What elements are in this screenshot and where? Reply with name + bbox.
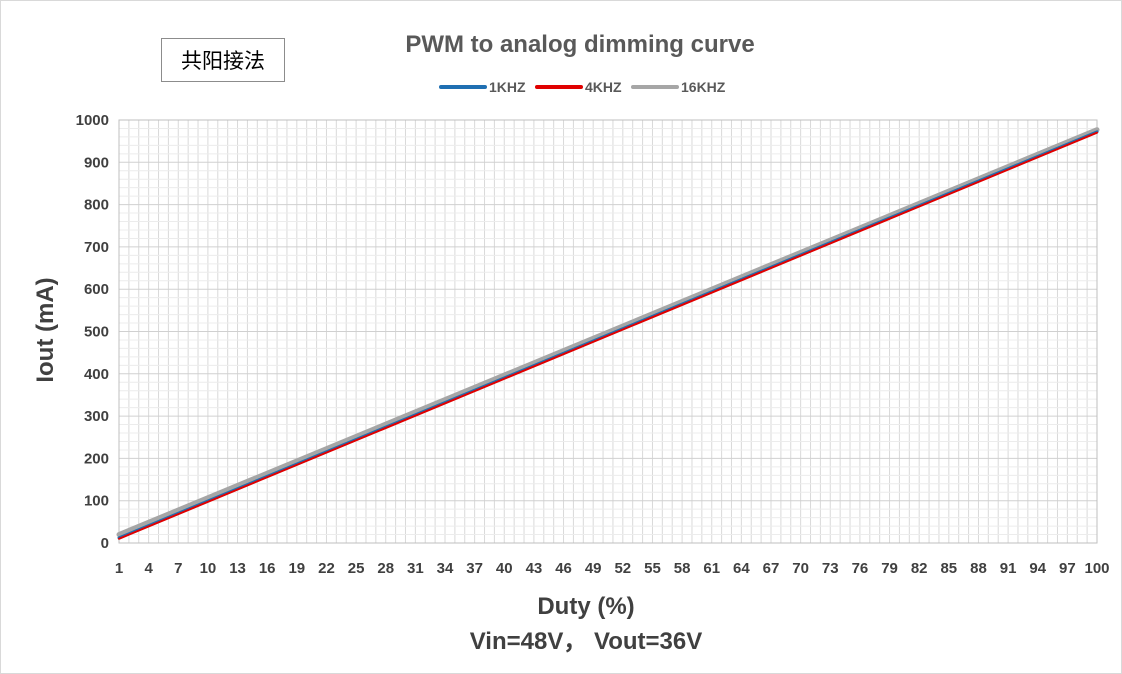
x-tick-label: 43 xyxy=(526,560,543,577)
subtitle: Vin=48V， Vout=36V xyxy=(470,628,703,655)
x-tick-label: 88 xyxy=(970,560,987,577)
x-tick-label: 40 xyxy=(496,560,513,577)
y-tick-label: 600 xyxy=(84,281,109,298)
y-tick-labels: 0 100 200 300 400 500 600 700 800 900 1000 xyxy=(76,112,109,552)
x-tick-label: 37 xyxy=(466,560,483,577)
x-tick-labels: 1 4 7 10 13 16 19 22 25 28 31 34 37 40 43 46 49 52 55 58 61 6… xyxy=(115,560,1110,577)
wiring-note-label: 共阳接法 xyxy=(181,49,265,73)
y-tick-label: 0 xyxy=(101,535,109,552)
wiring-note-box: 共阳接法 xyxy=(161,38,285,82)
x-tick-label: 85 xyxy=(940,560,957,577)
x-tick-label: 7 xyxy=(174,560,182,577)
x-tick-label: 67 xyxy=(763,560,780,577)
y-tick-label: 1000 xyxy=(76,112,109,129)
x-tick-label: 70 xyxy=(792,560,809,577)
x-tick-label: 97 xyxy=(1059,560,1076,577)
chart-title: PWM to analog dimming curve xyxy=(405,31,754,58)
series-layer xyxy=(116,127,1100,540)
x-tick-label: 91 xyxy=(1000,560,1017,577)
legend-label-1khz: 1KHZ xyxy=(489,79,526,95)
legend-label-16khz: 16KHZ xyxy=(681,79,726,95)
legend-label-4khz: 4KHZ xyxy=(585,79,622,95)
x-tick-label: 52 xyxy=(614,560,631,577)
legend: 1KHZ 4KHZ 16KHZ xyxy=(439,79,726,95)
x-tick-label: 19 xyxy=(288,560,305,577)
y-axis-title: Iout (mA) xyxy=(32,277,59,382)
x-tick-label: 58 xyxy=(674,560,691,577)
y-tick-label: 700 xyxy=(84,239,109,256)
x-tick-label: 28 xyxy=(377,560,394,577)
x-tick-label: 31 xyxy=(407,560,424,577)
y-tick-label: 400 xyxy=(84,366,109,383)
series-line-4khz xyxy=(118,131,1098,540)
x-tick-label: 22 xyxy=(318,560,335,577)
x-tick-label: 82 xyxy=(911,560,928,577)
x-tick-label: 79 xyxy=(881,560,898,577)
x-tick-label: 34 xyxy=(437,560,454,577)
plot-border xyxy=(118,119,1098,544)
x-tick-label: 55 xyxy=(644,560,661,577)
x-tick-label: 46 xyxy=(555,560,572,577)
x-tick-label: 73 xyxy=(822,560,839,577)
y-tick-label: 800 xyxy=(84,197,109,214)
grid xyxy=(118,119,1098,544)
x-tick-label: 16 xyxy=(259,560,276,577)
series-line-16khz xyxy=(116,127,1100,538)
x-tick-label: 1 xyxy=(115,560,123,577)
x-tick-label: 64 xyxy=(733,560,750,577)
y-tick-label: 900 xyxy=(84,154,109,171)
x-tick-label: 25 xyxy=(348,560,365,577)
x-tick-label: 49 xyxy=(585,560,602,577)
x-axis-title: Duty (%) xyxy=(537,593,634,620)
x-tick-label: 100 xyxy=(1084,560,1109,577)
x-tick-label: 13 xyxy=(229,560,246,577)
y-tick-label: 200 xyxy=(84,450,109,467)
y-tick-label: 100 xyxy=(84,493,109,510)
y-tick-label: 300 xyxy=(84,408,109,425)
x-tick-label: 76 xyxy=(852,560,869,577)
y-tick-label: 500 xyxy=(84,324,109,341)
x-tick-label: 94 xyxy=(1029,560,1046,577)
x-tick-label: 4 xyxy=(144,560,153,577)
x-tick-label: 61 xyxy=(703,560,720,577)
x-tick-label: 10 xyxy=(200,560,217,577)
